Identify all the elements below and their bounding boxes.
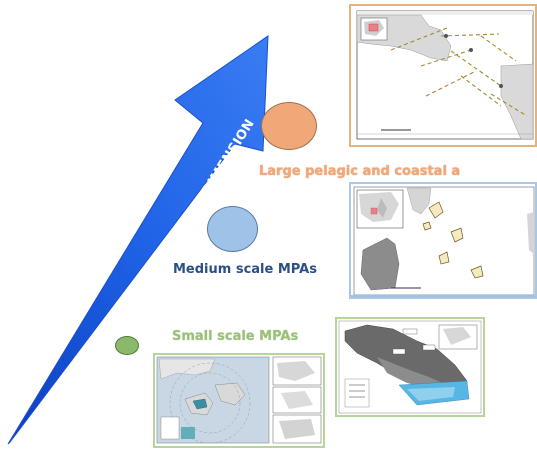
small-map-2-graphic — [338, 320, 482, 414]
large-scale-label: Large pelagic and coastal a — [259, 164, 461, 179]
medium-scale-circle — [207, 206, 258, 252]
medium-scale-label: Medium scale MPAs — [173, 262, 317, 277]
large-map-graphic — [356, 10, 534, 140]
small-map-1-graphic — [156, 356, 322, 444]
medium-scale-map — [349, 182, 537, 299]
small-scale-label: Small scale MPAs — [172, 329, 299, 344]
medium-map-graphic — [351, 186, 535, 297]
large-scale-circle — [261, 102, 317, 150]
arrow-shape — [7, 35, 269, 445]
small-scale-circle — [115, 336, 139, 355]
large-scale-map — [349, 4, 537, 147]
small-scale-map-2 — [335, 317, 485, 417]
small-scale-map-1 — [153, 353, 325, 448]
